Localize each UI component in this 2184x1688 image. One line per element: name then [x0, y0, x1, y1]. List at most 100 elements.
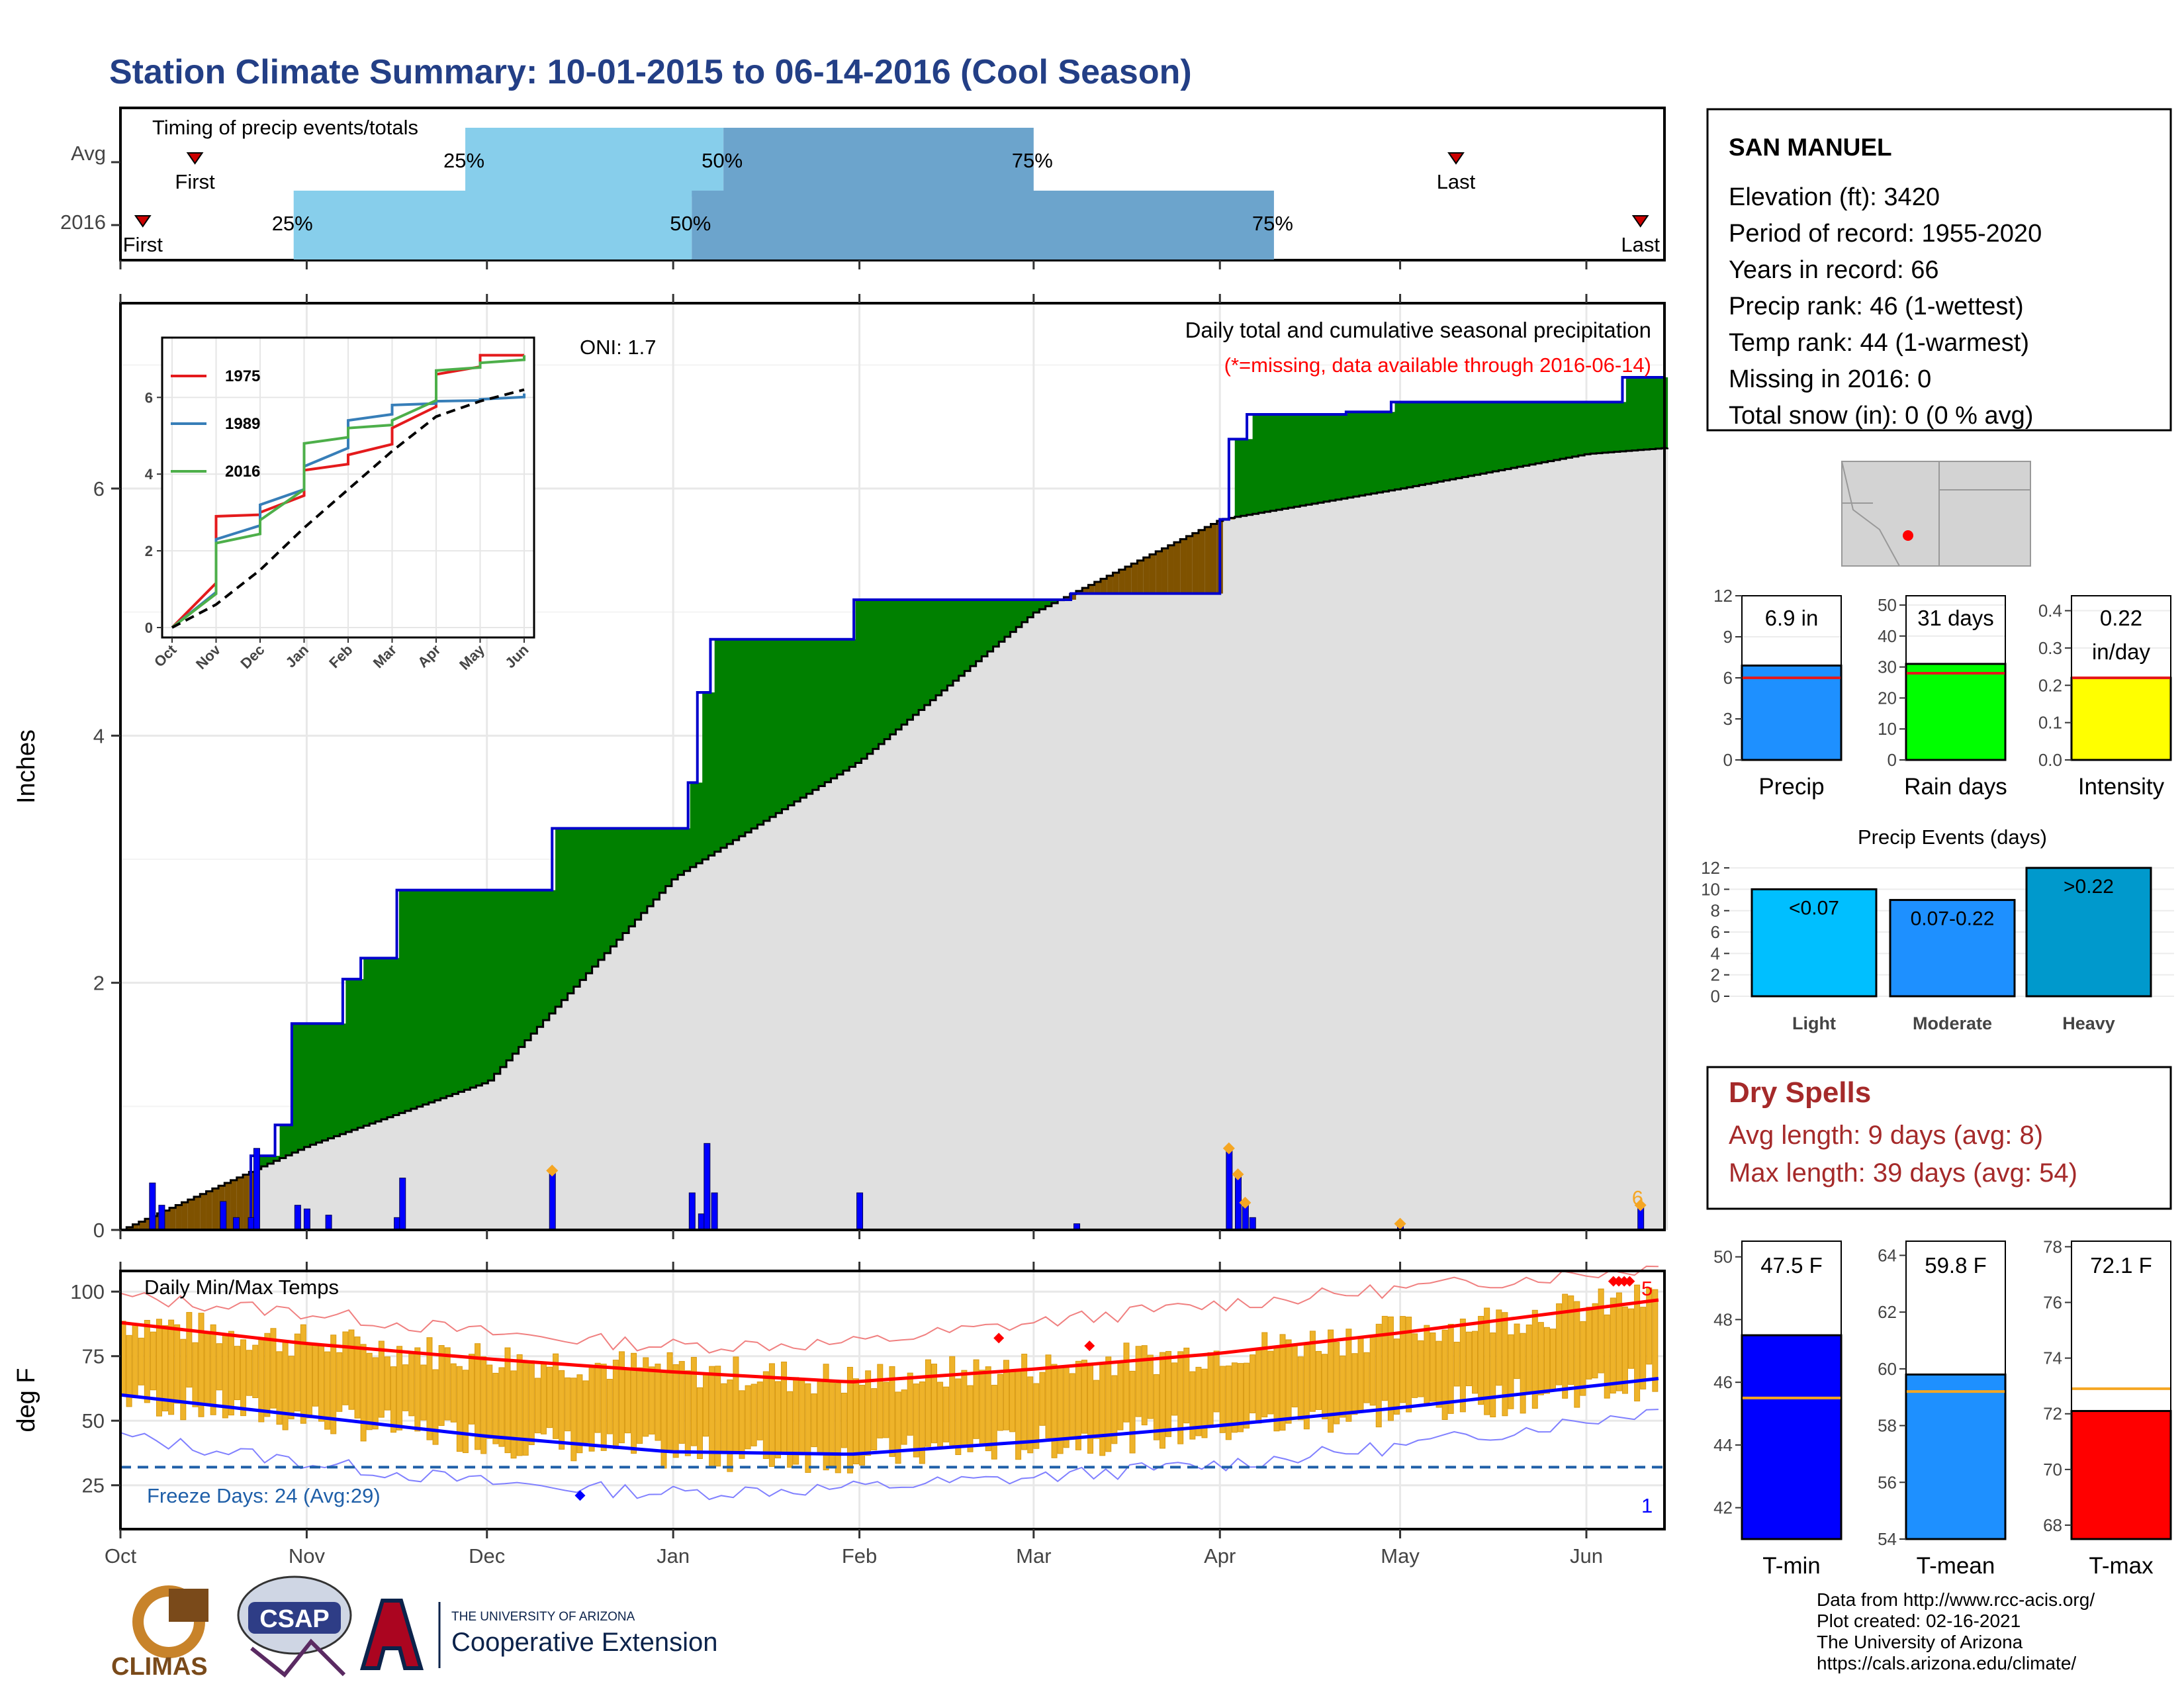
avg-area-segment: [1584, 454, 1591, 1231]
daily-temp-bar: [312, 1344, 318, 1407]
mini-value-label: 0.22: [2100, 606, 2142, 630]
avg-area-segment: [1324, 501, 1330, 1230]
daily-temp-bar: [1610, 1297, 1616, 1394]
daily-temp-bar: [342, 1331, 349, 1405]
avg-area-segment: [470, 1088, 477, 1230]
timing-bar-q25-q50: [465, 128, 724, 197]
above-avg-area-segment: [1649, 377, 1657, 449]
above-avg-area-segment: [434, 890, 441, 1101]
daily-temp-bar: [612, 1360, 619, 1450]
avg-area-segment: [422, 1104, 430, 1230]
daily-temp-bar: [799, 1380, 805, 1456]
above-avg-area-segment: [334, 1023, 341, 1137]
above-avg-area-segment: [776, 639, 783, 814]
avg-area-segment: [375, 1121, 382, 1230]
avg-area-segment: [1192, 533, 1199, 1231]
daily-temp-bar: [1123, 1342, 1130, 1423]
below-avg-area-segment: [1088, 585, 1095, 594]
below-avg-area-segment: [126, 1227, 134, 1230]
avg-area-segment: [369, 1123, 376, 1230]
daily-temp-bar: [138, 1337, 144, 1385]
avg-area-segment: [1252, 514, 1259, 1230]
daily-temp-bar: [846, 1366, 853, 1474]
daily-temp-bar: [522, 1362, 529, 1456]
timing-q25-label: 25%: [443, 149, 484, 172]
above-avg-area-segment: [825, 639, 832, 782]
events-y-tick-label: 6: [1711, 922, 1720, 942]
daily-temp-bar: [414, 1347, 421, 1432]
daily-temp-bar: [762, 1371, 769, 1459]
avg-area-segment: [1100, 579, 1107, 1230]
daily-temp-bar: [768, 1363, 775, 1467]
station-info-line: Period of record: 1955-2020: [1729, 220, 2042, 248]
dry-spells-max: Max length: 39 days (avg: 54): [1729, 1158, 2077, 1188]
below-avg-area-segment: [1094, 581, 1101, 594]
daily-temp-bar: [1369, 1336, 1376, 1406]
daily-temp-bar: [594, 1362, 601, 1433]
mini-value-unit: in/day: [2092, 639, 2151, 664]
temp-summary-value-label: 72.1 F: [2090, 1253, 2152, 1278]
avg-area-segment: [398, 1113, 406, 1230]
daily-temp-bar: [1634, 1284, 1641, 1402]
daily-temp-bar: [1652, 1289, 1659, 1392]
avg-area-segment: [610, 946, 617, 1230]
avg-area-segment: [720, 847, 727, 1230]
daily-temp-bar: [1381, 1315, 1388, 1401]
record-day-marker: [546, 1164, 559, 1177]
daily-temp-bar: [733, 1356, 739, 1454]
avg-area-segment: [1033, 612, 1040, 1230]
csap-logo-text: CSAP: [259, 1605, 330, 1633]
avg-area-segment: [345, 1132, 352, 1230]
daily-temp-bar: [1472, 1331, 1479, 1394]
daily-temp-bar: [486, 1364, 493, 1439]
above-avg-area-segment: [981, 600, 988, 657]
daily-temp-bar: [1165, 1350, 1172, 1437]
avg-area-segment: [387, 1117, 394, 1230]
above-avg-area-segment: [889, 600, 897, 735]
above-avg-area-segment: [351, 979, 358, 1130]
above-avg-area-segment: [1529, 402, 1536, 465]
avg-area-segment: [1039, 609, 1046, 1230]
above-avg-area-segment: [1282, 414, 1289, 509]
above-avg-area-segment: [936, 600, 942, 696]
avg-area-segment: [1619, 451, 1627, 1231]
avg-area-segment: [947, 685, 954, 1230]
above-avg-area-segment: [398, 890, 406, 1113]
above-avg-area-segment: [1625, 377, 1633, 451]
daily-precip-bar: [711, 1192, 718, 1231]
daily-temp-bar: [1615, 1292, 1622, 1391]
timing-q25-label: 25%: [272, 212, 313, 235]
month-label: Oct: [105, 1544, 137, 1568]
above-avg-area-segment: [458, 890, 465, 1092]
avg-area-segment: [889, 734, 897, 1230]
above-avg-area-segment: [665, 828, 672, 886]
above-avg-area-segment: [1480, 402, 1487, 474]
daily-temp-bar: [817, 1379, 823, 1454]
record-max-marker: [1624, 1276, 1635, 1287]
temp-summary-t-max: 68 70 72 74 76 78 72.1 F T-max: [2043, 1237, 2172, 1579]
avg-area-segment: [769, 817, 776, 1230]
above-avg-area-segment: [690, 782, 697, 867]
month-label: Nov: [289, 1544, 326, 1568]
avg-area-segment: [794, 801, 801, 1230]
daily-temp-bar: [793, 1377, 799, 1465]
daily-temp-bar: [997, 1374, 1003, 1431]
temp-summary-y-tick-label: 62: [1878, 1302, 1897, 1322]
last-marker-label: Last: [1621, 233, 1660, 256]
above-avg-area-segment: [440, 890, 447, 1098]
above-avg-area-segment: [316, 1023, 323, 1143]
above-avg-area-segment: [298, 1023, 305, 1150]
avg-area-segment: [1517, 467, 1524, 1230]
record-day-marker: [1222, 1142, 1235, 1154]
avg-area-segment: [458, 1092, 465, 1230]
avg-area-segment: [393, 1115, 400, 1230]
avg-area-segment: [1468, 475, 1475, 1230]
daily-temp-bar: [1496, 1309, 1502, 1386]
above-avg-area-segment: [328, 1023, 335, 1139]
avg-area-segment: [1113, 573, 1120, 1230]
daily-temp-bar: [1261, 1332, 1268, 1418]
above-avg-area-segment: [1443, 402, 1451, 481]
month-label: Mar: [1016, 1544, 1051, 1568]
daily-temp-bar: [1562, 1293, 1569, 1399]
above-avg-area-segment: [494, 890, 501, 1074]
